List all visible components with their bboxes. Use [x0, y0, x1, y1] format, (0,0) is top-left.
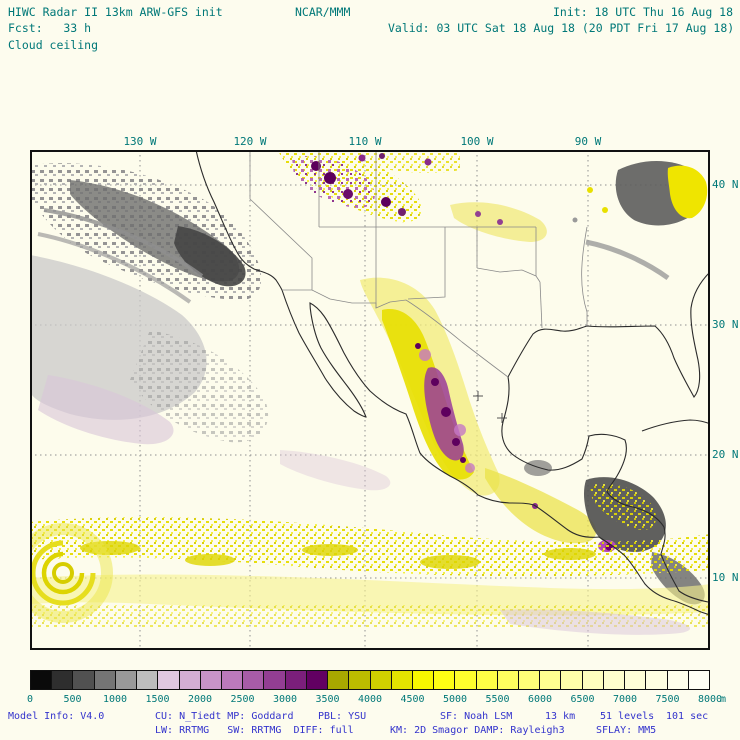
colorbar-cell — [582, 671, 604, 689]
cumulus-microphysics-label: CU: N_Tiedt MP: Goddard — [155, 711, 294, 722]
timestep-label: 101 sec — [666, 711, 709, 722]
colorbar-cell — [285, 671, 307, 689]
colorbar-tick-label: 3500 — [315, 694, 340, 705]
colorbar-cell — [412, 671, 435, 689]
colorbar-cell — [391, 671, 413, 689]
colorbar-cell — [646, 671, 668, 689]
levels-label: 51 levels — [600, 711, 655, 722]
km-damp-label: KM: 2D Smagor DAMP: Rayleigh3 — [390, 725, 565, 736]
colorbar-cell — [625, 671, 647, 689]
colorbar-cell — [540, 671, 562, 689]
model-version-label: Model Info: V4.0 — [8, 711, 105, 722]
map-frame — [30, 150, 710, 650]
map-graphic — [30, 150, 710, 650]
colorbar-cell — [455, 671, 477, 689]
colorbar-cell — [264, 671, 286, 689]
colorbar-tick-label: 7500 — [655, 694, 680, 705]
colorbar — [30, 670, 710, 690]
lon-label: 110 W — [348, 135, 382, 148]
colorbar-cell — [73, 671, 95, 689]
colorbar-cells — [31, 671, 709, 689]
colorbar-cell — [349, 671, 371, 689]
map — [30, 150, 710, 650]
colorbar-cell — [306, 671, 329, 689]
plot-title: HIWC Radar II 13km ARW-GFS init — [8, 5, 223, 19]
colorbar-cell — [476, 671, 498, 689]
lat-label: 20 N — [712, 448, 739, 461]
colorbar-tick-label: 3000 — [272, 694, 298, 705]
colorbar-tick-label: 500 — [63, 694, 82, 705]
lat-label: 10 N — [712, 571, 739, 584]
valid-time-label: Valid: 03 UTC Sat 18 Aug 18 (20 PDT Fri … — [388, 21, 735, 35]
colorbar-tick-label: 2500 — [230, 694, 255, 705]
lon-label: 100 W — [460, 135, 494, 148]
colorbar-cell — [667, 671, 689, 689]
coastlines — [195, 150, 710, 616]
colorbar-tick-label: 0 — [26, 694, 34, 705]
colorbar-cell — [137, 671, 159, 689]
init-time-label: Init: 18 UTC Thu 16 Aug 18 — [553, 5, 734, 19]
colorbar-cell — [561, 671, 583, 689]
sflay-label: SFLAY: MM5 — [596, 725, 657, 736]
colorbar-tick-label: 1000 — [102, 694, 128, 705]
colorbar-tick-label: 6000 — [527, 694, 553, 705]
colorbar-cell — [328, 671, 350, 689]
colorbar-tick-label: 5000 — [442, 694, 468, 705]
state-borders — [249, 150, 588, 378]
pbl-scheme-label: PBL: YSU — [318, 711, 367, 722]
radiation-diffusion-label: LW: RRTMG SW: RRTMG DIFF: full — [155, 725, 354, 736]
colorbar-cell — [221, 671, 244, 689]
colorbar-tick-label: 6500 — [570, 694, 595, 705]
colorbar-cell — [497, 671, 520, 689]
colorbar-cell — [603, 671, 626, 689]
field-name-label: Cloud ceiling — [8, 38, 99, 52]
colorbar-tick-label: 4500 — [400, 694, 425, 705]
colorbar-tick-label: 4000 — [357, 694, 383, 705]
colorbar-cell — [519, 671, 541, 689]
colorbar-cell — [158, 671, 180, 689]
org-label: NCAR/MMM — [295, 5, 351, 19]
lat-label: 40 N — [712, 178, 739, 191]
colorbar-cell — [94, 671, 116, 689]
colorbar-cell — [52, 671, 74, 689]
colorbar-tick-label: 1500 — [145, 694, 170, 705]
colorbar-tick-label: 5500 — [485, 694, 510, 705]
lon-label: 130 W — [123, 135, 157, 148]
cloud-ceiling-field — [30, 150, 710, 635]
colorbar-cell — [200, 671, 222, 689]
surface-scheme-label: SF: Noah LSM — [440, 711, 513, 722]
lat-label: 30 N — [712, 318, 739, 331]
colorbar-cell — [31, 671, 53, 689]
colorbar-cell — [370, 671, 392, 689]
colorbar-cell — [688, 671, 709, 689]
colorbar-ticks: 0 500 1000 1500 2000 2500 3000 3500 4000 4500 5000… — [26, 694, 722, 706]
colorbar-cell — [115, 671, 138, 689]
colorbar-tick-label: 8000 — [697, 694, 723, 705]
lon-label: 120 W — [233, 135, 267, 148]
grid-spacing-label: 13 km — [545, 711, 576, 722]
colorbar-cell — [434, 671, 456, 689]
lon-label: 90 W — [574, 135, 602, 148]
colorbar-cell — [179, 671, 201, 689]
forecast-hour-label: Fcst: 33 h — [8, 21, 92, 35]
colorbar-tick-label: 7000 — [612, 694, 638, 705]
colorbar-cell — [243, 671, 265, 689]
colorbar-tick-label: 2000 — [187, 694, 213, 705]
colorbar-unit-label: m — [720, 694, 727, 705]
